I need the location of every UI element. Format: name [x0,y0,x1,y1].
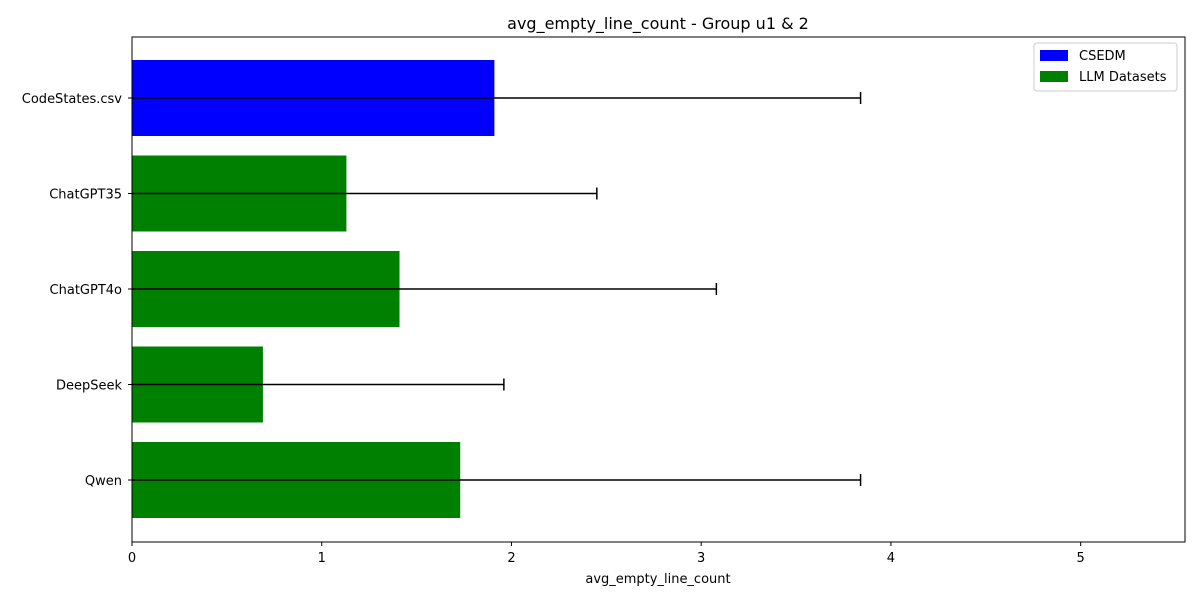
chart-title: avg_empty_line_count - Group u1 & 2 [507,14,809,34]
x-tick-label: 5 [1077,551,1085,566]
y-tick-label: ChatGPT35 [49,188,122,203]
legend-frame [1033,42,1178,92]
x-tick-label: 4 [887,551,895,566]
y-tick-label: ChatGPT4o [50,283,123,298]
legend-swatch-csedm [1040,50,1068,61]
y-tick-label: CodeStates.csv [22,92,123,107]
x-tick-label: 1 [318,551,326,566]
legend-swatch-llm-datasets [1040,71,1068,82]
y-tick-label: DeepSeek [56,379,123,394]
legend-label-llm-datasets: LLM Datasets [1079,70,1167,85]
y-tick-label: Qwen [85,474,122,489]
legend-label-csedm: CSEDM [1079,49,1126,64]
legend: CSEDM LLM Datasets [1033,42,1178,92]
x-tick-label: 3 [697,551,705,566]
x-tick-label: 2 [507,551,515,566]
x-axis-label: avg_empty_line_count [585,572,730,587]
x-tick-label: 0 [128,551,136,566]
